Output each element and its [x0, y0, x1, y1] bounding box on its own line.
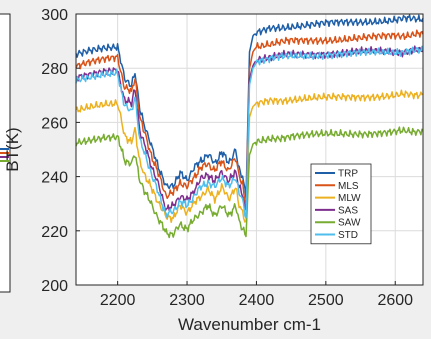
- series-layer: [75, 14, 424, 239]
- y-axis-label: BT(K): [3, 127, 22, 171]
- plot-border: [75, 13, 424, 286]
- legend-entry: MLS: [338, 181, 359, 192]
- legend-entry: SAS: [338, 205, 358, 216]
- legend-entry: TRP: [338, 169, 358, 180]
- series-line-saw: [75, 126, 424, 239]
- y-tick-label: 260: [41, 115, 68, 132]
- x-tick-label: 2200: [100, 292, 136, 309]
- x-ticks: 2200 2300 2400 2500 2600: [100, 281, 413, 309]
- legend-box: [310, 163, 372, 245]
- legend-entry: MLW: [338, 193, 361, 204]
- y-tick-label: 200: [41, 278, 68, 295]
- y-ticks: 200 220 240 260 280 300: [41, 7, 80, 295]
- x-tick-label: 2600: [377, 292, 413, 309]
- legend-entry: SAW: [338, 218, 361, 229]
- legend-entry: STD: [338, 230, 358, 241]
- y-tick-label: 220: [41, 224, 68, 241]
- x-tick-label: 2400: [239, 292, 275, 309]
- y-tick-label: 240: [41, 170, 68, 187]
- x-tick-label: 2500: [308, 292, 344, 309]
- left-panel-legend-fragment: [0, 148, 9, 162]
- y-tick-label: 280: [41, 61, 68, 78]
- series-line-std: [75, 45, 424, 219]
- x-axis-label: Wavenumber cm-1: [178, 315, 321, 334]
- x-tick-label: 2300: [169, 292, 205, 309]
- y-tick-label: 300: [41, 7, 68, 24]
